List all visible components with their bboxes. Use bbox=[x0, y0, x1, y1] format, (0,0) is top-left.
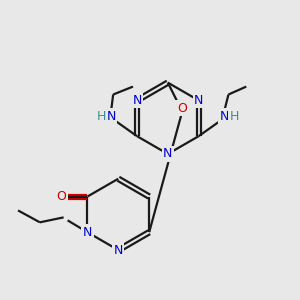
Text: N: N bbox=[106, 110, 116, 123]
Text: N: N bbox=[83, 226, 92, 239]
Text: N: N bbox=[220, 110, 229, 123]
Text: O: O bbox=[57, 190, 67, 203]
Text: N: N bbox=[114, 244, 123, 256]
Text: H: H bbox=[97, 110, 106, 123]
Text: N: N bbox=[163, 148, 172, 160]
Text: H: H bbox=[230, 110, 239, 123]
Text: N: N bbox=[132, 94, 142, 107]
Text: N: N bbox=[194, 94, 203, 107]
Text: O: O bbox=[177, 102, 187, 115]
